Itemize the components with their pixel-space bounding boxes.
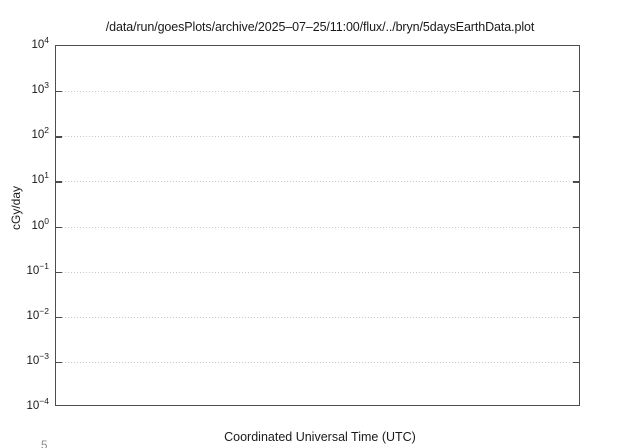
ytick-mark-right-1e-2 <box>573 316 579 319</box>
ytick-mantissa-1e1: 10 <box>31 174 45 187</box>
ytick-exponent-1e-4: −4 <box>39 396 49 407</box>
ytick-mark-1e1 <box>56 181 62 183</box>
gridline-1e-3 <box>56 361 579 363</box>
gridline-1e1 <box>56 181 579 183</box>
ytick-exponent-1e3: 3 <box>44 80 49 91</box>
ytick-exponent-1e2: 2 <box>44 125 49 136</box>
ytick-exponent-1e4: 4 <box>44 35 49 46</box>
ytick-mark-right-1e-3 <box>573 361 579 364</box>
ytick-mantissa-1e-2: 10 <box>26 309 40 322</box>
plot-area <box>55 45 580 406</box>
ytick-mark-1e3 <box>56 91 62 93</box>
ytick-mantissa-1e3: 10 <box>31 84 45 97</box>
ytick-exponent-1e-3: −3 <box>39 351 49 362</box>
ytick-mark-1e-1 <box>56 271 62 273</box>
ytick-exponent-1e1: 1 <box>44 170 49 181</box>
ytick-mantissa-1e2: 10 <box>31 129 45 142</box>
ytick-label-1e2: 102 <box>31 126 49 142</box>
ytick-label-1e-1: 10−1 <box>26 262 50 277</box>
y-axis-tick-labels: 104 103 102 101 100 10−1 10−2 10−3 10−4 <box>0 36 50 412</box>
ytick-label-1e3: 103 <box>31 81 49 97</box>
ytick-mark-1e-3 <box>56 361 62 364</box>
gridline-1e2 <box>56 136 579 138</box>
ytick-mantissa-1e0: 10 <box>31 219 45 232</box>
y-axis-label: cGy/day <box>9 186 23 231</box>
ytick-mark-right-1e1 <box>573 181 579 183</box>
ytick-label-1e4: 104 <box>31 36 49 51</box>
ytick-mark-1e0 <box>56 226 62 228</box>
gridline-1e3 <box>56 91 579 93</box>
ytick-mark-right-1e3 <box>573 91 579 93</box>
clipped-xtick-label: 5 <box>41 440 48 448</box>
ytick-mark-right-1e2 <box>573 136 579 138</box>
ytick-mantissa-1e-3: 10 <box>26 354 40 367</box>
ytick-mark-right-1e0 <box>573 226 579 228</box>
ytick-mark-1e-2 <box>56 316 62 319</box>
ytick-label-1e-2: 10−2 <box>26 307 50 322</box>
ytick-exponent-1e0: 0 <box>44 215 49 226</box>
ytick-mantissa-1e-1: 10 <box>26 264 40 277</box>
ytick-mark-1e2 <box>56 136 62 138</box>
gridline-1e-1 <box>56 271 579 273</box>
gridline-1e-2 <box>56 316 579 318</box>
ytick-label-1e-3: 10−3 <box>26 352 50 367</box>
ytick-label-1e0: 100 <box>31 216 49 232</box>
x-axis-label: Coordinated Universal Time (UTC) <box>224 430 416 444</box>
ytick-mantissa-1e-4: 10 <box>26 400 40 412</box>
ytick-mark-right-1e-1 <box>573 271 579 273</box>
gridline-1e0 <box>56 226 579 228</box>
ytick-label-1e1: 101 <box>31 170 49 187</box>
ytick-label-1e-4: 10−4 <box>26 397 50 412</box>
ytick-mantissa-1e4: 10 <box>31 39 45 51</box>
chart-title: /data/run/goesPlots/archive/2025–07–25/1… <box>105 20 535 34</box>
ytick-exponent-1e-2: −2 <box>39 305 49 316</box>
ytick-exponent-1e-1: −1 <box>39 260 49 271</box>
